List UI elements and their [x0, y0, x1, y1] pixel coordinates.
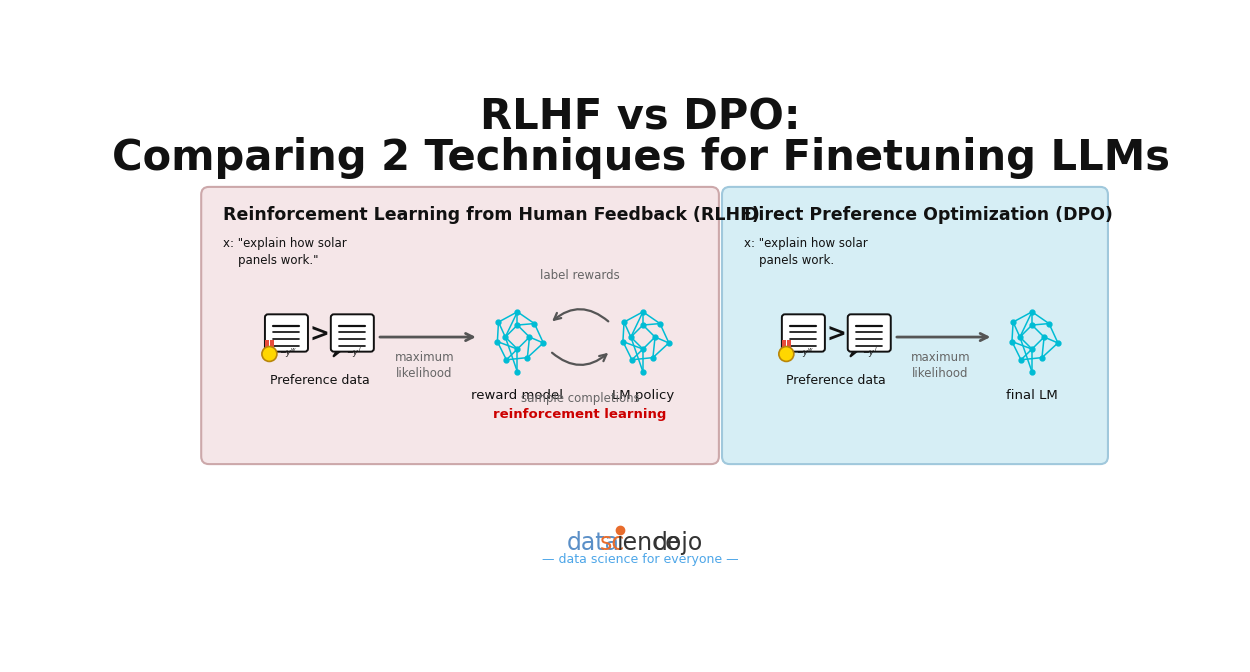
Text: reinforcement learning: reinforcement learning — [494, 408, 666, 421]
Text: sc: sc — [600, 531, 625, 554]
Text: $-y^w$: $-y^w$ — [279, 346, 298, 359]
FancyBboxPatch shape — [265, 314, 308, 351]
FancyBboxPatch shape — [331, 314, 374, 351]
FancyBboxPatch shape — [722, 187, 1108, 464]
Text: $-y^{\,l}$: $-y^{\,l}$ — [345, 346, 361, 360]
Text: final LM: final LM — [1006, 389, 1058, 403]
Text: >: > — [310, 323, 329, 347]
Circle shape — [779, 347, 794, 362]
Polygon shape — [788, 340, 791, 347]
Text: dojo: dojo — [652, 531, 704, 554]
Text: LM policy: LM policy — [611, 389, 674, 403]
Polygon shape — [270, 340, 274, 347]
Text: reward model: reward model — [471, 389, 564, 403]
Polygon shape — [265, 340, 269, 347]
Text: Preference data: Preference data — [270, 374, 369, 387]
Text: RLHF vs DPO:: RLHF vs DPO: — [480, 97, 801, 138]
FancyBboxPatch shape — [848, 314, 891, 351]
Polygon shape — [784, 349, 795, 357]
Polygon shape — [850, 349, 860, 357]
Text: Direct Preference Optimization (DPO): Direct Preference Optimization (DPO) — [744, 206, 1112, 224]
Text: Comparing 2 Techniques for Finetuning LLMs: Comparing 2 Techniques for Finetuning LL… — [111, 136, 1170, 179]
Polygon shape — [268, 349, 278, 357]
FancyBboxPatch shape — [201, 187, 719, 464]
FancyBboxPatch shape — [781, 314, 825, 351]
Text: data: data — [568, 531, 620, 554]
Text: — data science for everyone —: — data science for everyone — — [542, 553, 739, 566]
Text: sample completions: sample completions — [521, 392, 640, 405]
Text: x: "explain how solar
    panels work.: x: "explain how solar panels work. — [744, 237, 868, 267]
Text: maximum
likelihood: maximum likelihood — [911, 351, 970, 380]
Text: Preference data: Preference data — [786, 374, 886, 387]
Text: >: > — [826, 323, 846, 347]
Text: $-y^{\,l}$: $-y^{\,l}$ — [862, 346, 879, 360]
Text: ience: ience — [616, 531, 680, 554]
Text: $-y^w$: $-y^w$ — [795, 346, 814, 359]
Text: maximum
likelihood: maximum likelihood — [395, 351, 454, 380]
Polygon shape — [334, 349, 344, 357]
Text: Reinforcement Learning from Human Feedback (RLHF): Reinforcement Learning from Human Feedba… — [222, 206, 760, 224]
Text: label rewards: label rewards — [540, 269, 620, 282]
Polygon shape — [781, 340, 786, 347]
Circle shape — [262, 347, 278, 362]
Text: x: "explain how solar
    panels work.": x: "explain how solar panels work." — [222, 237, 346, 267]
